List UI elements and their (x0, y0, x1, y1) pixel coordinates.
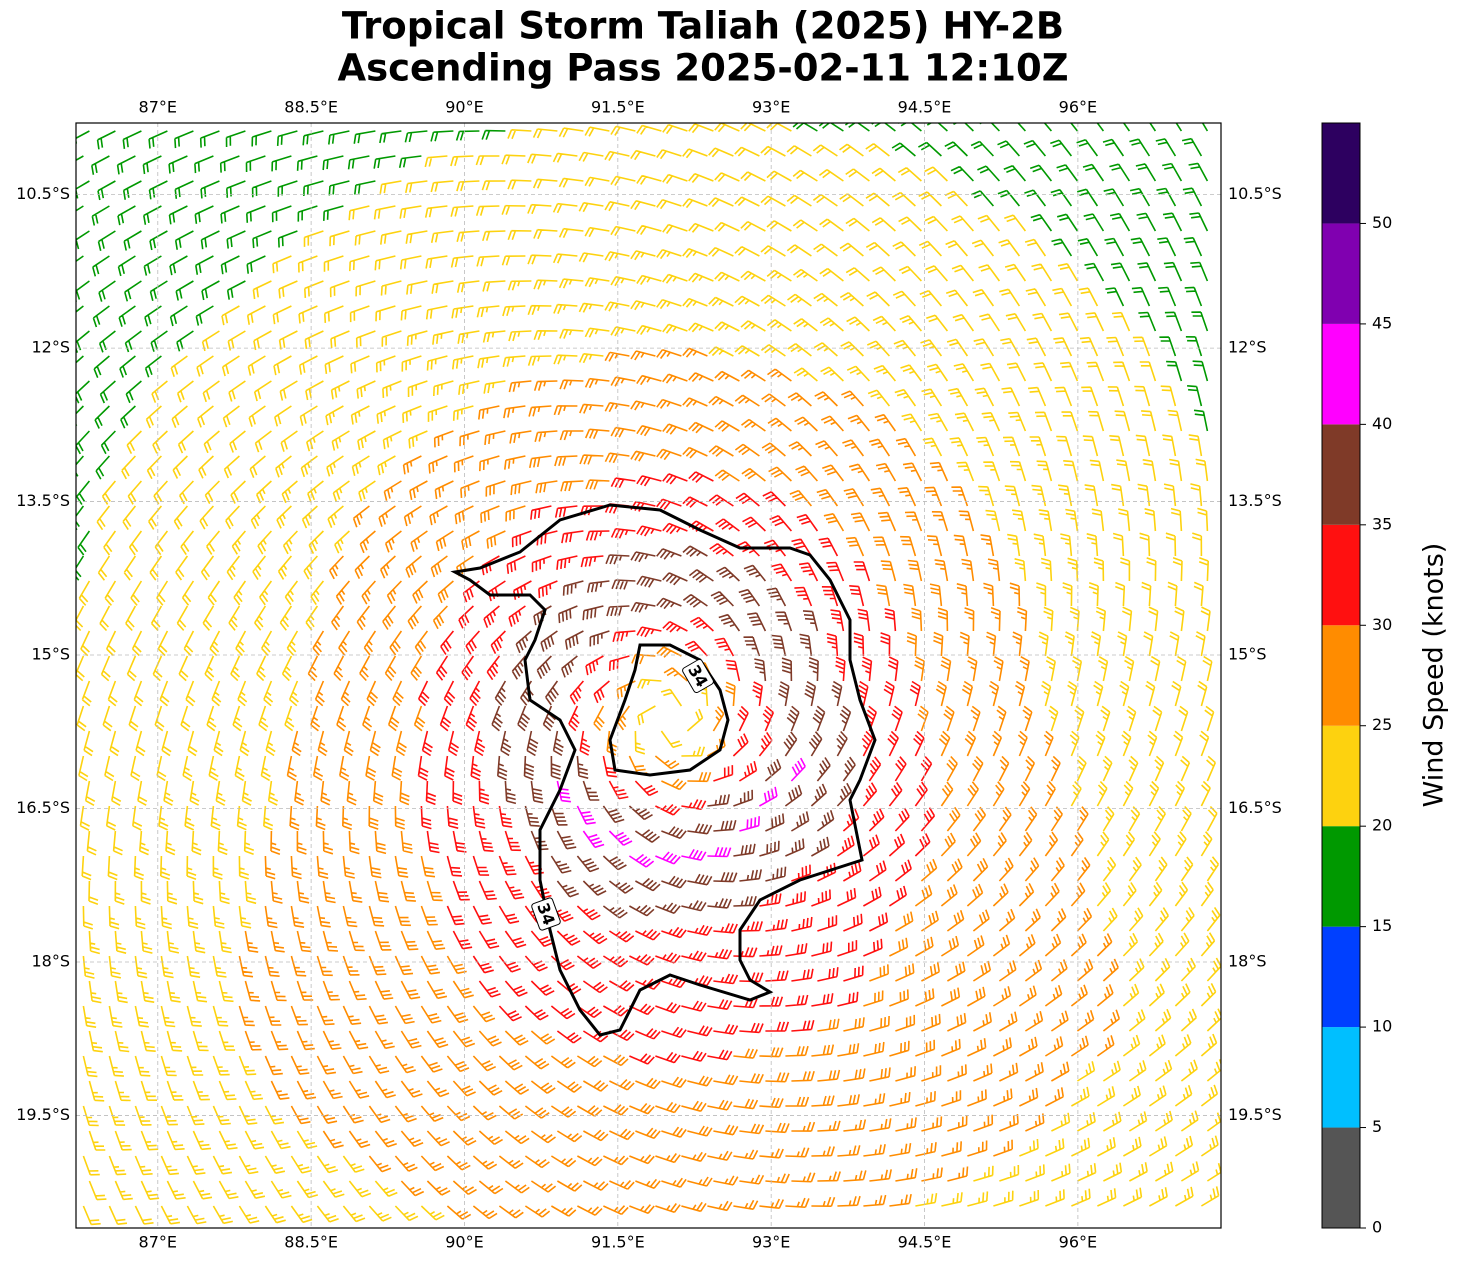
colorbar-bin (1322, 323, 1360, 425)
y-tick-label: 13.5°S (1228, 491, 1282, 510)
colorbar-bin (1322, 1027, 1360, 1128)
x-tick-label: 94.5°E (898, 98, 952, 117)
x-tick-label: 90°E (445, 1233, 483, 1252)
y-tick-label: 12°S (31, 338, 70, 357)
colorbar-bin (1322, 223, 1360, 324)
subtitle: Ascending Pass 2025-02-11 12:10Z (337, 47, 1068, 90)
title: Tropical Storm Taliah (2025) HY-2B (342, 5, 1064, 48)
colorbar-tick-label: 5 (1372, 1117, 1382, 1136)
colorbar-bin (1322, 1127, 1360, 1228)
y-tick-label: 16.5°S (1228, 798, 1282, 817)
colorbar-tick-label: 0 (1372, 1218, 1382, 1237)
colorbar-frame (1321, 122, 1361, 1229)
wind-barb (417, 471, 936, 1065)
colorbar-tick-label: 20 (1372, 816, 1392, 835)
x-tick-label: 91.5°E (591, 98, 645, 117)
x-tick-label: 87°E (139, 1233, 177, 1252)
y-tick-label: 10.5°S (1228, 184, 1282, 203)
wind-barb (76, 123, 1209, 581)
colorbar-bin (1322, 524, 1360, 626)
colorbar-bin (1322, 123, 1360, 224)
wind-barb (491, 545, 856, 919)
x-tick-label: 87°E (139, 98, 177, 117)
x-tick-label: 94.5°E (898, 1233, 952, 1252)
colorbar-tick-label: 40 (1372, 414, 1392, 433)
x-tick-label: 88.5°E (284, 1233, 338, 1252)
colorbar-tick-label: 45 (1372, 313, 1392, 332)
colorbar-bin (1322, 625, 1360, 726)
colorbar-tick-label: 50 (1372, 213, 1392, 232)
y-tick-label: 12°S (1228, 338, 1267, 357)
colorbar-bin (1322, 424, 1360, 525)
y-tick-label: 18°S (31, 951, 70, 970)
colorbar-bin (1322, 725, 1360, 827)
contour-label-box (531, 897, 561, 931)
grid (76, 123, 1221, 1228)
colorbar-label: Wind Speed (knots) (1419, 543, 1450, 808)
wind-barb (556, 757, 806, 868)
y-tick-label: 10.5°S (16, 184, 70, 203)
x-tick-label: 93°E (752, 1233, 790, 1252)
x-tick-label: 96°E (1059, 98, 1097, 117)
x-tick-label: 96°E (1059, 1233, 1097, 1252)
x-tick-label: 91.5°E (591, 1233, 645, 1252)
y-tick-label: 16.5°S (16, 798, 70, 817)
colorbar-bin (1322, 826, 1360, 927)
x-tick-label: 88.5°E (284, 98, 338, 117)
wind-barb (238, 347, 1121, 1220)
y-tick-label: 19.5°S (1228, 1105, 1282, 1124)
wind-barb (76, 123, 1221, 1226)
colorbar-tick-label: 35 (1372, 514, 1392, 533)
y-tick-label: 19.5°S (16, 1105, 70, 1124)
y-tick-label: 15°S (31, 645, 70, 664)
colorbar-tick-label: 15 (1372, 916, 1392, 935)
y-tick-label: 15°S (1228, 645, 1267, 664)
colorbar: 0 5 10 15 20 25 30 35 40 45 50 (1321, 122, 1392, 1237)
contour-label-box (682, 658, 714, 694)
contour-inner (608, 643, 730, 777)
x-tick-label: 93°E (752, 98, 790, 117)
y-tick-label: 13.5°S (16, 491, 70, 510)
x-tick-label: 90°E (445, 98, 483, 117)
colorbar-tick-label: 10 (1372, 1017, 1392, 1036)
y-tick-label: 18°S (1228, 951, 1267, 970)
colorbar-bin (1322, 926, 1360, 1028)
colorbar-tick-label: 30 (1372, 615, 1392, 634)
colorbar-tick-label: 25 (1372, 715, 1392, 734)
map-frame (75, 122, 1222, 1229)
wind-barbs (76, 123, 1221, 1226)
contour-outer (450, 503, 877, 1037)
